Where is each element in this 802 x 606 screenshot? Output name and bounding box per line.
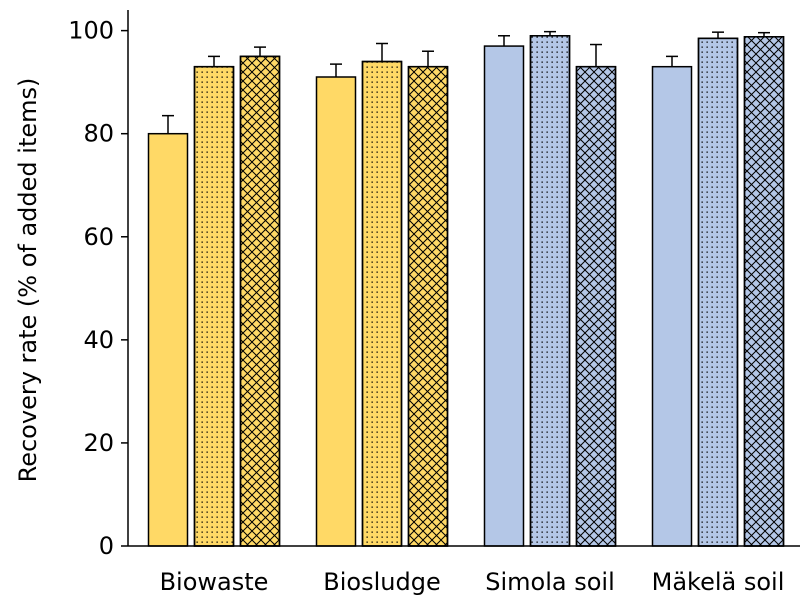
y-axis-title: Recovery rate (% of added items) — [14, 78, 42, 483]
y-tick-label: 0 — [99, 532, 114, 560]
bar-biosludge-dotted-texture — [362, 61, 402, 547]
x-category-labels: Biowaste Biosludge Simola soil Mäkelä soil — [160, 568, 785, 596]
bars-layer — [147, 35, 785, 547]
bar-mäkelä-soil-solid — [651, 65, 693, 547]
bar-biowaste-dotted-texture — [194, 66, 234, 546]
x-category-label: Mäkelä soil — [652, 568, 785, 596]
x-category-label: Biosludge — [323, 568, 440, 596]
y-ticks: 0 20 40 60 80 100 — [68, 17, 128, 560]
bar-mäkelä-soil-hatched-texture — [744, 36, 784, 547]
bar-simola-soil-dotted-texture — [530, 35, 570, 547]
bar-simola-soil-hatched-texture — [576, 66, 616, 546]
bar-biowaste-hatched-texture — [240, 56, 280, 547]
bar-mäkelä-soil-dotted-texture — [698, 38, 738, 546]
error-bars-layer — [162, 30, 770, 134]
y-tick-label: 60 — [83, 223, 114, 251]
x-category-label: Simola soil — [485, 568, 615, 596]
bar-biowaste-solid — [147, 132, 189, 547]
y-tick-label: 20 — [83, 429, 114, 457]
bar-biosludge-hatched-texture — [408, 66, 448, 546]
y-tick-label: 100 — [68, 17, 114, 45]
x-category-label: Biowaste — [160, 568, 269, 596]
y-tick-label: 40 — [83, 326, 114, 354]
y-tick-label: 80 — [83, 120, 114, 148]
bar-simola-soil-solid — [483, 45, 525, 547]
bar-biosludge-solid — [315, 76, 357, 547]
